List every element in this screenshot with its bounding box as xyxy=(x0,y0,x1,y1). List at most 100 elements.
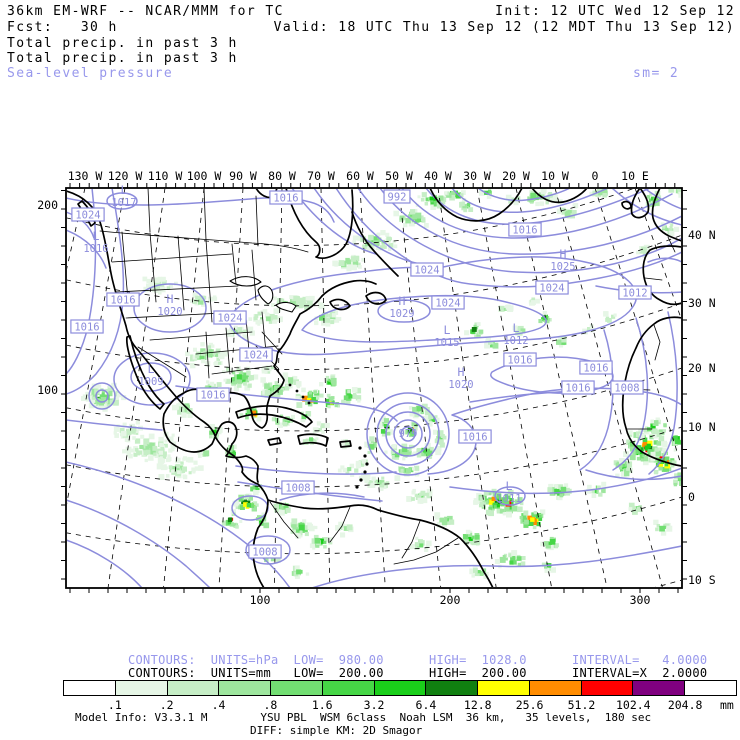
precip-pixel xyxy=(430,200,436,206)
precip-pixel xyxy=(414,465,420,471)
precip-pixel xyxy=(664,462,669,467)
precip-pixel xyxy=(414,218,420,223)
precip-pixel xyxy=(494,559,500,564)
precip-pixel xyxy=(280,505,284,509)
precip-pixel xyxy=(629,441,635,447)
precip-pixel xyxy=(386,431,391,436)
isobar-label: 1016 xyxy=(74,322,99,334)
precip-pixel xyxy=(160,447,164,451)
precip-pixel xyxy=(403,447,408,452)
precip-pixel xyxy=(148,455,154,461)
precip-pixel xyxy=(377,423,383,429)
precip-pixel xyxy=(519,501,524,506)
precip-pixel xyxy=(160,276,166,282)
precip-pixel xyxy=(488,506,492,511)
precip-pixel xyxy=(285,507,291,513)
precip-pixel xyxy=(505,194,512,201)
precip-pixel xyxy=(324,422,330,428)
isobar-label-box xyxy=(535,280,569,295)
precip-pixel xyxy=(511,505,518,512)
precip-pixel xyxy=(673,226,680,232)
precip-pixel xyxy=(532,525,537,530)
precip-pixel xyxy=(180,465,184,469)
precip-pixel xyxy=(642,455,649,462)
precip-pixel xyxy=(280,298,285,303)
precip-pixel xyxy=(596,485,601,490)
colorbar-cell xyxy=(426,681,479,695)
precip-pixel xyxy=(684,481,687,484)
isobar-label: 1016 xyxy=(110,295,135,307)
precip-pixel xyxy=(601,481,607,487)
pressure-center-letter: L xyxy=(506,479,513,493)
precip-pixel xyxy=(650,451,655,457)
precip-pixel xyxy=(335,262,340,267)
precip-pixel xyxy=(411,422,416,427)
precip-pixel xyxy=(521,556,526,561)
precip-pixel xyxy=(424,547,429,552)
precip-pixel xyxy=(655,450,662,457)
precip-pixel xyxy=(314,394,320,400)
precip-pixel xyxy=(628,502,635,509)
precip-pixel xyxy=(468,532,473,537)
precip-pixel xyxy=(132,436,136,440)
precip-pixel xyxy=(393,210,399,217)
precip-pixel xyxy=(351,387,358,393)
precip-pixel xyxy=(343,524,347,528)
precip-pixel xyxy=(564,210,571,217)
precip-pixel xyxy=(653,519,659,525)
precip-pixel xyxy=(295,533,301,539)
precip-pixel xyxy=(311,397,316,402)
precip-pixel xyxy=(643,428,648,433)
precip-pixel xyxy=(380,416,386,422)
precip-pixel xyxy=(426,492,432,499)
contoured-field-label: Sea-level pressure xyxy=(7,66,174,81)
precip-pixel xyxy=(508,305,514,311)
precip-pixel xyxy=(478,501,485,508)
precip-pixel xyxy=(629,454,635,461)
longitude-label: 60 W xyxy=(346,169,374,183)
precip-pixel xyxy=(346,266,352,272)
isobar-label: 1012 xyxy=(622,288,647,300)
precip-pixel xyxy=(125,428,130,432)
precip-pixel xyxy=(601,488,606,494)
precip-pixel xyxy=(153,452,157,456)
latitude-label: 20 N xyxy=(688,361,716,375)
precip-pixel xyxy=(168,448,173,453)
precip-pixel xyxy=(157,453,162,458)
precip-pixel xyxy=(508,508,513,514)
precip-pixel xyxy=(268,320,273,324)
precip-pixel xyxy=(229,522,234,527)
precip-pixel xyxy=(620,462,626,467)
colorbar-cell xyxy=(633,681,686,695)
precip-pixel xyxy=(131,448,135,453)
precip-pixel xyxy=(653,440,658,445)
precip-pixel xyxy=(122,422,127,427)
precip-pixel xyxy=(352,259,357,265)
pressure-center-letter: L xyxy=(148,362,155,376)
precip-pixel xyxy=(394,455,400,460)
parallel-line xyxy=(67,367,681,432)
precip-pixel xyxy=(121,395,127,401)
precip-pixel xyxy=(279,509,285,516)
precip-pixel xyxy=(166,286,171,290)
precip-pixel xyxy=(485,509,492,516)
precip-pixel xyxy=(538,517,543,521)
precip-pixel xyxy=(203,350,208,355)
precip-pixel xyxy=(292,375,296,380)
precip-pixel xyxy=(523,522,529,528)
political-borders xyxy=(99,189,676,565)
precip-pixel xyxy=(90,394,96,400)
precip-pixel xyxy=(314,543,320,548)
axis-labels: 130 W 120 W 110 W 100 W 90 W 80 W 70 W 60 W 50 W… xyxy=(37,169,716,607)
lakes xyxy=(229,276,297,313)
precip-pixel xyxy=(659,429,665,435)
precip-pixel xyxy=(347,264,352,269)
colorbar-tick-label: 51.2 xyxy=(567,698,596,712)
colorbar-unit: mm xyxy=(720,698,734,712)
precip-pixel xyxy=(305,296,310,301)
precip-pixel xyxy=(268,387,272,391)
precip-pixel xyxy=(559,343,564,348)
precip-colorbar xyxy=(63,680,737,696)
precip-pixel xyxy=(554,484,559,489)
precip-pixel xyxy=(471,535,475,539)
